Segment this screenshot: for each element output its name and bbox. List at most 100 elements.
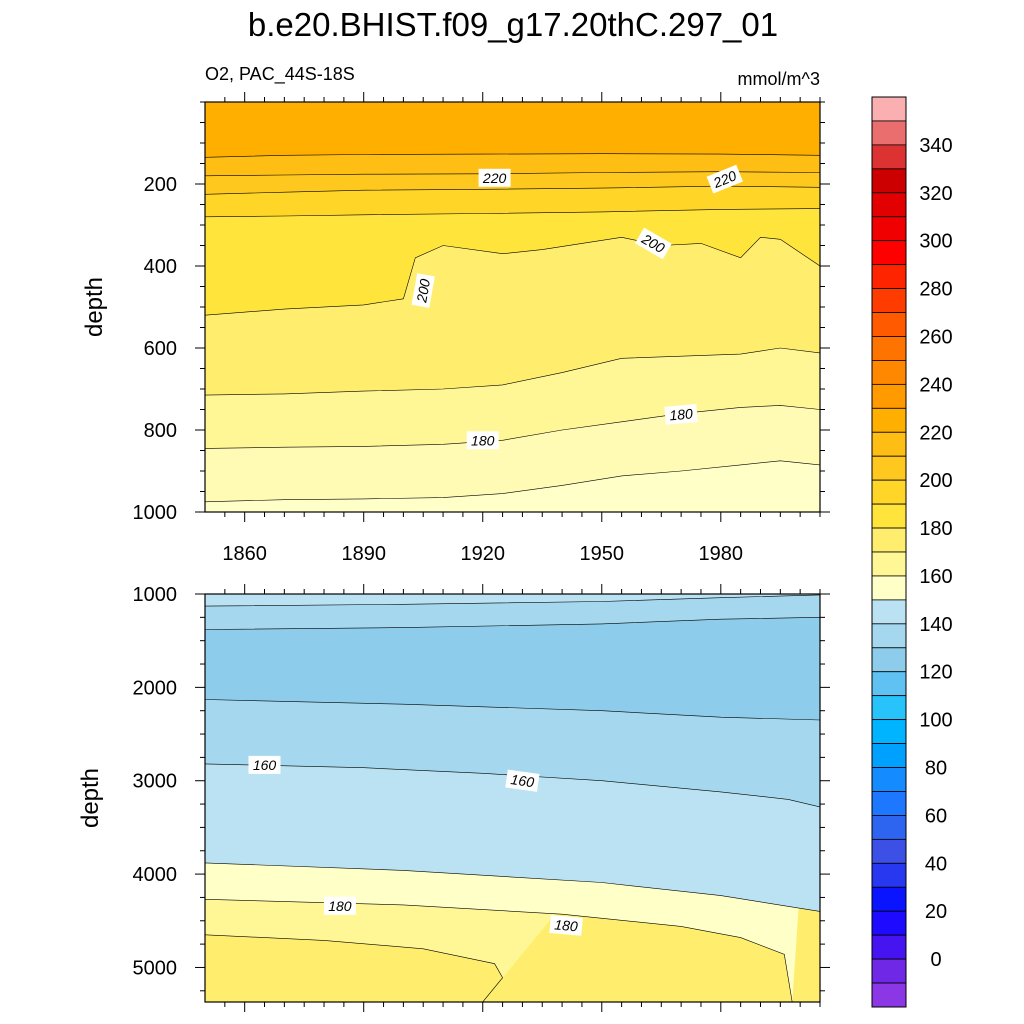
- contour-label-box: [478, 168, 511, 187]
- colorbar-swatch: [871, 264, 907, 289]
- colorbar-swatch: [871, 743, 907, 768]
- colorbar-label: 0: [930, 949, 941, 971]
- colorbar-swatch: [871, 767, 907, 792]
- colorbar-label: 120: [919, 662, 952, 684]
- y-tick-label: 200: [144, 174, 177, 196]
- variable-label: O2, PAC_44S-18S: [205, 64, 355, 85]
- contour-label-text: 160: [510, 771, 536, 790]
- y-tick-label: 400: [144, 256, 177, 278]
- chart-title: b.e20.BHIST.f09_g17.20thC.297_01: [248, 6, 778, 43]
- colorbar-label: 200: [919, 470, 952, 492]
- colorbar-label: 60: [925, 805, 947, 827]
- colorbar-swatch: [871, 216, 907, 242]
- lower-panel: 160 160 180 180 1000 2000 3000 4000 5000 depth: [77, 584, 830, 1012]
- colorbar-frame: [871, 96, 907, 1008]
- y-tick-label: 600: [144, 338, 177, 360]
- colorbar-label: 280: [919, 279, 952, 301]
- x-tick-label: 1890: [341, 543, 386, 565]
- contour-label-text: 160: [253, 757, 277, 773]
- contour-label: 180: [664, 404, 698, 425]
- x-tick-label: 1860: [222, 543, 267, 565]
- contour-line: [205, 405, 820, 449]
- contour-line: [205, 763, 820, 808]
- contour-line: [205, 208, 820, 218]
- colorbar-swatch: [871, 719, 907, 744]
- contour-label-box: [706, 164, 744, 194]
- colorbar-label: 40: [925, 853, 947, 875]
- colorbar-swatch: [871, 575, 907, 601]
- colorbar-swatch: [871, 192, 907, 218]
- colorbar-label: 20: [925, 901, 947, 923]
- colorbar-swatch: [871, 288, 907, 313]
- y-tick-label: 1000: [133, 584, 178, 606]
- colorbar-swatch: [871, 958, 907, 984]
- contour-label-text: 180: [328, 898, 352, 914]
- contour-label: 180: [549, 915, 583, 936]
- contour-line: [205, 236, 820, 316]
- x-tick-label: 1980: [699, 543, 744, 565]
- colorbar-swatch: [871, 455, 907, 481]
- colorbar-label: 80: [925, 758, 947, 780]
- colorbar-swatch: [871, 934, 907, 960]
- contour-line: [205, 347, 820, 396]
- contour-label-box: [664, 404, 698, 425]
- contour-fill: [205, 594, 820, 1002]
- colorbar-swatch: [871, 407, 907, 433]
- colorbar-swatch: [871, 312, 907, 337]
- colorbar-swatch: [871, 431, 907, 457]
- colorbar-swatch: [871, 479, 907, 505]
- x-tick-label: 1920: [460, 543, 505, 565]
- colorbar-swatch: [871, 144, 907, 170]
- contour-line: [205, 899, 793, 1002]
- colorbar-label: 300: [919, 231, 952, 253]
- y-axis-label: depth: [77, 768, 104, 828]
- y-tick-label: 5000: [133, 957, 178, 979]
- colorbar-label: 100: [919, 710, 952, 732]
- contour-label-box: [505, 769, 540, 792]
- colorbar-swatch: [871, 360, 907, 385]
- contour-line: [205, 862, 820, 912]
- contour-label-box: [549, 915, 583, 936]
- colorbar-swatch: [871, 838, 907, 864]
- contour-line: [205, 153, 820, 158]
- y-tick-label: 4000: [133, 864, 178, 886]
- contour-label-box: [466, 431, 499, 450]
- colorbar-label: 180: [919, 518, 952, 540]
- contour-label-box: [635, 227, 672, 260]
- contour-band: [205, 102, 820, 158]
- contour-label-box: [411, 273, 435, 308]
- contour-label-text: 200: [413, 277, 433, 304]
- contour-line: [205, 934, 503, 1002]
- contour-label: 160: [505, 769, 540, 792]
- colorbar-swatch: [871, 240, 907, 266]
- colorbar-swatch: [871, 336, 907, 361]
- contour-label: 220: [478, 168, 511, 187]
- colorbar-swatch: [871, 886, 907, 912]
- colorbar-swatch: [871, 791, 907, 816]
- contour-line: [205, 699, 820, 721]
- contour-label-box: [323, 896, 356, 915]
- colorbar-swatch: [871, 695, 907, 721]
- y-tick-label: 3000: [133, 771, 178, 793]
- contour-label: 180: [466, 431, 499, 450]
- colorbar-label: 160: [919, 566, 952, 588]
- contour-label: 200: [411, 273, 435, 308]
- y-tick-label: 2000: [133, 677, 178, 699]
- contour-line: [205, 460, 820, 503]
- colorbar-label: 260: [919, 327, 952, 349]
- contour-label-text: 180: [471, 432, 495, 448]
- colorbar-swatch: [871, 671, 907, 697]
- colorbar-swatch: [871, 551, 907, 577]
- colorbar-label: 220: [919, 422, 952, 444]
- plot-frame: [204, 593, 821, 1003]
- colorbar-swatch: [871, 910, 907, 936]
- colorbar: 3403203002802602402202001801601401201008…: [871, 96, 953, 1008]
- colorbar-label: 340: [919, 135, 952, 157]
- contour-label: 160: [248, 755, 281, 774]
- contour-label-text: 180: [669, 405, 694, 423]
- colorbar-label: 140: [919, 614, 952, 636]
- colorbar-swatch: [871, 623, 907, 649]
- colorbar-swatch: [871, 815, 907, 840]
- colorbar-swatch: [871, 168, 907, 194]
